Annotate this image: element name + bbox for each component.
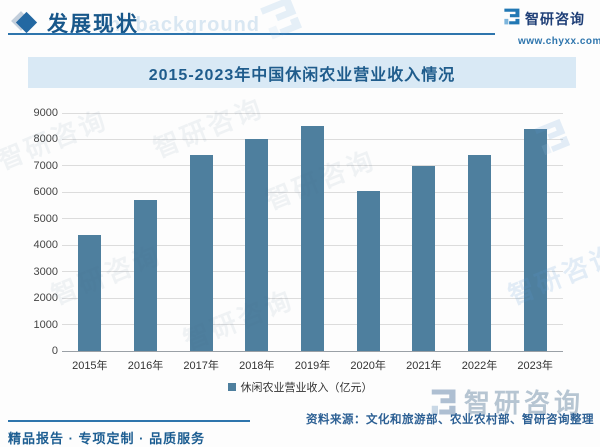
- x-axis-tick-label: 2021年: [406, 360, 442, 372]
- chart-title: 2015-2023年中国休闲农业营业收入情况: [148, 66, 456, 84]
- x-axis-tick-label: 2019年: [294, 360, 331, 372]
- y-axis-tick-label: 1000: [33, 318, 58, 331]
- y-axis-tick-label: 4000: [33, 239, 58, 252]
- x-axis-tick-label: 2023年: [517, 360, 553, 372]
- footer-divider: [8, 420, 250, 422]
- y-axis-tick-label: 3000: [33, 265, 58, 278]
- bar-2021年: [412, 165, 436, 351]
- x-axis-tick-label: 2016年: [127, 360, 164, 372]
- footer-watermark-text: 智研咨询: [464, 388, 585, 418]
- chart-title-banner: 2015-2023年中国休闲农业营业收入情况: [28, 57, 576, 88]
- gridline: [62, 112, 563, 114]
- y-axis-tick-label: 9000: [33, 107, 58, 119]
- bar-2016年: [134, 200, 157, 351]
- legend-marker: [227, 383, 236, 391]
- y-axis-tick-label: 2000: [33, 292, 58, 305]
- y-axis-tick-label: 8000: [33, 133, 58, 146]
- bar-2023年: [523, 128, 547, 351]
- y-axis-tick-label: 5000: [33, 212, 58, 225]
- x-axis-tick-label: 2015年: [72, 360, 108, 372]
- bar-2015年: [78, 234, 102, 351]
- y-axis-tick-label: 0: [51, 345, 58, 357]
- bar-2017年: [189, 155, 213, 351]
- footer-tagline: 精品报告 · 专项定制 · 品质服务: [8, 431, 206, 446]
- data-source-note: 资料来源：文化和旅游部、农业农村部、智研咨询整理: [306, 414, 594, 426]
- brand-name: 智研咨询: [525, 11, 585, 27]
- bar-2022年: [468, 155, 491, 351]
- bar-2020年: [356, 191, 380, 351]
- bar-chart: 0 1000 2000 3000 4000 5000 6000 7000 8000 9000 201…: [0, 100, 600, 375]
- x-axis-tick-label: 2022年: [461, 360, 498, 372]
- y-axis-tick-label: 6000: [33, 186, 58, 199]
- legend-label: 休闲农业营业收入（亿元）: [240, 382, 373, 394]
- x-axis-tick-label: 2020年: [350, 360, 386, 372]
- header-divider: [8, 33, 495, 35]
- brand-block: 智研咨询 www.chyxx.com: [502, 7, 600, 47]
- watermark-logo-glyph: [254, 0, 309, 53]
- x-axis-tick-label: 2017年: [183, 360, 219, 372]
- header-watermark-text: ent background: [96, 14, 261, 36]
- brand-url[interactable]: www.chyxx.com: [518, 36, 600, 47]
- x-axis-tick-label: 2018年: [239, 360, 275, 372]
- bar-2018年: [245, 139, 269, 351]
- zhiyan-logo-icon: [502, 7, 521, 31]
- section-title: 发展现状: [47, 13, 139, 36]
- chart-legend: 休闲农业营业收入（亿元）: [0, 379, 600, 395]
- y-axis-tick-label: 7000: [33, 159, 58, 172]
- footer-brand-watermark: 智研咨询: [428, 383, 584, 420]
- x-axis-line: [62, 350, 563, 352]
- bar-2019年: [301, 126, 324, 351]
